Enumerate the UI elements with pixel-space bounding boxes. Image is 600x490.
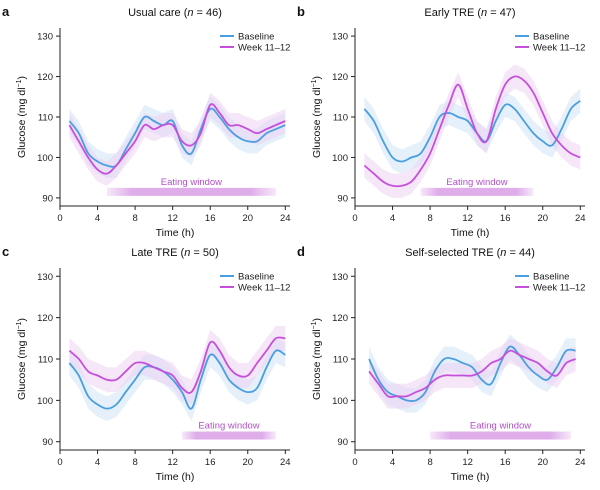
legend-label: Baseline [533, 272, 569, 283]
x-tick-label: 20 [242, 457, 253, 468]
x-tick-label: 0 [57, 213, 62, 224]
ci-band-week [69, 325, 286, 405]
legend-label: Week 11–12 [533, 43, 585, 54]
panel-title: Late TRE (n = 50) [131, 247, 219, 259]
x-tick-label: 12 [462, 457, 473, 468]
x-axis-label: Time (h) [451, 471, 490, 483]
x-tick-label: 20 [537, 457, 548, 468]
x-tick-label: 12 [167, 213, 178, 224]
y-axis-label: Glucose (mg dl−1) [16, 76, 28, 158]
y-tick-label: 90 [42, 193, 53, 204]
y-tick-label: 100 [332, 153, 348, 164]
y-tick-label: 110 [333, 355, 348, 366]
x-tick-label: 12 [462, 213, 473, 224]
panel-letter: c [2, 244, 9, 259]
series-line-week [363, 75, 581, 188]
y-tick-label: 130 [37, 32, 53, 43]
x-tick-label: 8 [427, 213, 432, 224]
series-line-week [68, 103, 286, 175]
panel-letter: d [297, 244, 305, 259]
y-tick-label: 90 [337, 437, 348, 448]
x-axis-label: Time (h) [451, 227, 490, 239]
panel-c: c Late TRE (n = 50) Eating window 90 100 110 1… [2, 244, 291, 483]
x-tick-label: 16 [205, 457, 216, 468]
panel-title: Self-selected TRE (n = 44) [405, 247, 535, 259]
y-tick-label: 120 [37, 72, 53, 83]
y-tick-label: 120 [332, 72, 348, 83]
y-tick-label: 130 [332, 272, 348, 283]
x-tick-label: 4 [95, 213, 100, 224]
eating-window-bar [430, 431, 571, 440]
x-tick-label: 16 [205, 213, 216, 224]
panel-b: b Early TRE (n = 47) Eating window 90 100 110… [297, 4, 586, 239]
x-tick-label: 8 [132, 457, 137, 468]
x-tick-label: 8 [427, 457, 432, 468]
y-tick-label: 110 [333, 113, 348, 124]
series-line-week [68, 336, 286, 394]
x-tick-label: 24 [280, 213, 291, 224]
x-tick-label: 24 [280, 457, 291, 468]
panel-title: Usual care (n = 46) [128, 7, 222, 19]
eating-window-label: Eating window [161, 177, 222, 188]
x-tick-label: 0 [57, 457, 62, 468]
legend-label: Baseline [238, 272, 274, 283]
eating-window-label: Eating window [446, 177, 507, 188]
x-tick-label: 8 [132, 213, 137, 224]
y-tick-label: 130 [37, 272, 53, 283]
panel-title: Early TRE (n = 47) [424, 7, 515, 19]
x-tick-label: 4 [390, 457, 395, 468]
series-line-baseline [363, 100, 581, 163]
x-axis-label: Time (h) [156, 227, 195, 239]
x-tick-label: 20 [537, 213, 548, 224]
x-tick-label: 0 [352, 213, 357, 224]
panel-a: a Usual care (n = 46) Eating window 90 100 11… [2, 4, 291, 239]
y-tick-label: 110 [38, 113, 53, 124]
y-tick-label: 100 [332, 396, 348, 407]
eating-window-bar [106, 187, 276, 196]
legend-label: Week 11–12 [533, 283, 585, 294]
x-tick-label: 16 [500, 457, 511, 468]
series-line-baseline [368, 345, 576, 403]
legend-label: Baseline [533, 32, 569, 43]
y-tick-label: 120 [332, 313, 348, 324]
ci-band-week [69, 92, 286, 186]
eating-window-bar [182, 431, 276, 440]
panel-letter: b [297, 4, 305, 19]
eating-window-label: Eating window [470, 421, 531, 432]
panel-letter: a [2, 4, 10, 19]
x-tick-label: 12 [167, 457, 178, 468]
y-tick-label: 120 [37, 313, 53, 324]
y-tick-label: 130 [332, 32, 348, 43]
legend-label: Week 11–12 [238, 43, 290, 54]
x-tick-label: 20 [242, 213, 253, 224]
y-tick-label: 90 [337, 193, 348, 204]
x-tick-label: 0 [352, 457, 357, 468]
series-line-week [368, 349, 576, 399]
eating-window-label: Eating window [198, 421, 259, 432]
series-line-baseline [68, 349, 286, 410]
x-tick-label: 24 [575, 457, 586, 468]
y-tick-label: 100 [37, 153, 53, 164]
y-axis-label: Glucose (mg dl−1) [311, 76, 323, 158]
y-tick-label: 100 [37, 396, 53, 407]
legend-label: Week 11–12 [238, 283, 290, 294]
y-tick-label: 110 [38, 355, 53, 366]
x-tick-label: 16 [500, 213, 511, 224]
ci-band-week [364, 64, 581, 198]
x-tick-label: 24 [575, 213, 586, 224]
x-tick-label: 4 [390, 213, 395, 224]
x-tick-label: 4 [95, 457, 100, 468]
y-tick-label: 90 [42, 437, 53, 448]
eating-window-bar [420, 187, 534, 196]
y-axis-label: Glucose (mg dl−1) [16, 318, 28, 400]
y-axis-label: Glucose (mg dl−1) [311, 318, 323, 400]
panel-d: d Self-selected TRE (n = 44) Eating window… [297, 244, 586, 483]
x-axis-label: Time (h) [156, 471, 195, 483]
legend-label: Baseline [238, 32, 274, 43]
